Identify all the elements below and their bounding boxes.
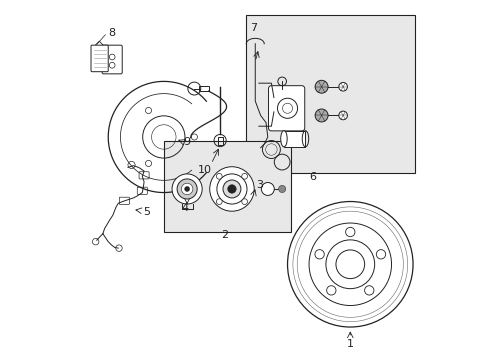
Circle shape	[172, 174, 202, 204]
Circle shape	[335, 250, 364, 279]
Text: 8: 8	[108, 28, 115, 38]
Ellipse shape	[280, 131, 286, 147]
Circle shape	[314, 249, 324, 259]
Text: 3: 3	[256, 180, 263, 190]
Bar	[246, 15, 414, 173]
Circle shape	[209, 167, 254, 211]
Text: 2: 2	[221, 230, 228, 239]
Circle shape	[308, 223, 391, 306]
Circle shape	[287, 202, 412, 327]
Circle shape	[338, 82, 346, 91]
Text: 10: 10	[198, 165, 212, 175]
FancyBboxPatch shape	[268, 86, 304, 131]
Text: 7: 7	[249, 23, 257, 33]
Circle shape	[325, 240, 374, 289]
Circle shape	[216, 174, 222, 179]
Circle shape	[227, 185, 236, 193]
Circle shape	[216, 199, 222, 204]
Circle shape	[338, 111, 346, 120]
Bar	[198, 86, 209, 91]
Text: 6: 6	[308, 172, 315, 183]
Circle shape	[364, 286, 373, 295]
Circle shape	[314, 80, 327, 93]
Bar	[284, 131, 305, 147]
Bar	[163, 140, 290, 232]
Circle shape	[177, 179, 197, 199]
Circle shape	[184, 186, 189, 192]
FancyBboxPatch shape	[91, 45, 108, 72]
Circle shape	[181, 183, 192, 195]
Circle shape	[326, 286, 335, 295]
Circle shape	[223, 180, 241, 198]
Text: 5: 5	[143, 207, 150, 217]
Circle shape	[261, 183, 274, 195]
Text: 9: 9	[183, 138, 190, 147]
Text: 1: 1	[346, 339, 353, 349]
Bar	[217, 137, 222, 145]
Circle shape	[345, 227, 354, 237]
Circle shape	[241, 199, 247, 204]
Circle shape	[241, 174, 247, 179]
Text: 4: 4	[182, 203, 188, 213]
Circle shape	[278, 185, 285, 193]
FancyBboxPatch shape	[102, 45, 122, 74]
Circle shape	[376, 249, 385, 259]
Circle shape	[314, 109, 327, 122]
